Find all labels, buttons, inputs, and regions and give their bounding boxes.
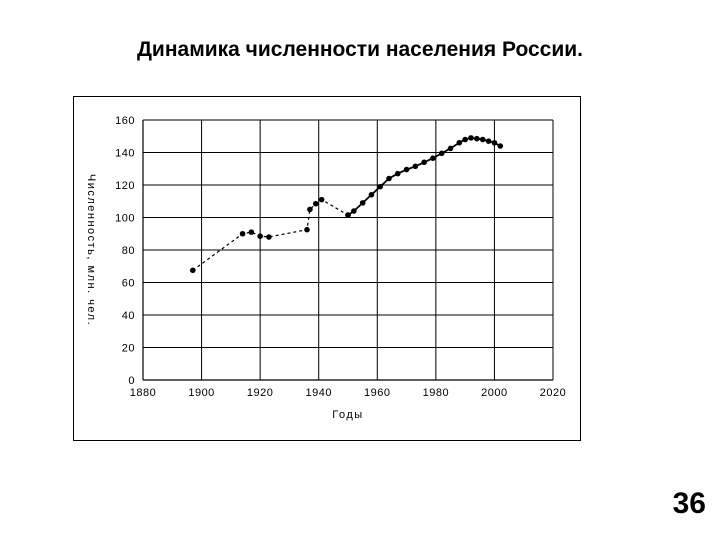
- y-axis-title: Численность, млн. чел.: [85, 174, 97, 326]
- series-line-dashed: [192, 198, 349, 271]
- data-point: [403, 166, 410, 173]
- data-point: [456, 139, 463, 146]
- data-point: [462, 136, 468, 143]
- y-tick-label: 100: [115, 213, 135, 225]
- x-tick-label: 1980: [423, 387, 449, 399]
- y-tick-label: 60: [122, 278, 135, 290]
- y-tick-label: 20: [122, 343, 135, 355]
- data-point: [394, 170, 401, 177]
- y-tick-label: 40: [122, 310, 135, 322]
- data-point: [266, 234, 272, 240]
- data-point: [438, 150, 445, 157]
- axes: [142, 120, 553, 381]
- x-tick-label: 1940: [305, 387, 331, 399]
- data-point: [239, 230, 246, 237]
- data-point: [421, 159, 427, 166]
- data-point: [359, 200, 366, 206]
- data-point: [447, 145, 454, 152]
- data-point: [485, 138, 492, 144]
- data-point: [248, 229, 255, 235]
- data-point: [479, 136, 486, 143]
- data-point: [257, 233, 263, 239]
- data-point: [430, 155, 436, 161]
- series: [189, 135, 504, 274]
- x-tick-label: 1900: [188, 387, 214, 399]
- data-point: [474, 135, 480, 142]
- grid: [143, 119, 554, 380]
- data-point: [318, 196, 325, 203]
- x-tick-label: 2000: [481, 387, 507, 399]
- data-point: [468, 135, 474, 141]
- y-tick-label: 80: [122, 245, 135, 257]
- tick-labels: 0 20 40 60 80 100 120 140 160 1880 1900 1920 1940 196…: [115, 115, 566, 399]
- x-tick-label: 1880: [130, 387, 156, 399]
- slide-title: Динамика численности населения России.: [136, 38, 584, 61]
- data-point: [307, 206, 313, 213]
- x-tick-label: 1920: [247, 387, 273, 399]
- data-point: [497, 143, 504, 149]
- x-tick-label: 1960: [364, 387, 390, 399]
- y-tick-label: 140: [115, 148, 135, 160]
- data-point: [304, 226, 310, 233]
- y-tick-label: 0: [128, 375, 135, 387]
- data-point: [345, 212, 351, 218]
- data-point: [377, 183, 384, 190]
- data-point: [368, 191, 375, 198]
- data-point: [491, 139, 498, 146]
- data-point: [312, 200, 319, 207]
- data-point: [412, 163, 419, 170]
- series-line-solid: [347, 136, 501, 216]
- data-point: [351, 208, 357, 214]
- page-number: 36: [672, 487, 706, 520]
- population-chart: 0 20 40 60 80 100 120 140 160 1880 1900 1920 1940 196…: [85, 115, 566, 421]
- y-tick-label: 160: [115, 115, 135, 127]
- x-tick-label: 2020: [540, 387, 566, 399]
- chart-frame: 0 20 40 60 80 100 120 140 160 1880 1900 1920 1940 196…: [73, 96, 581, 441]
- x-axis-title: Годы: [332, 409, 363, 421]
- data-point: [386, 175, 392, 182]
- data-point: [189, 267, 196, 274]
- y-tick-label: 120: [115, 180, 135, 192]
